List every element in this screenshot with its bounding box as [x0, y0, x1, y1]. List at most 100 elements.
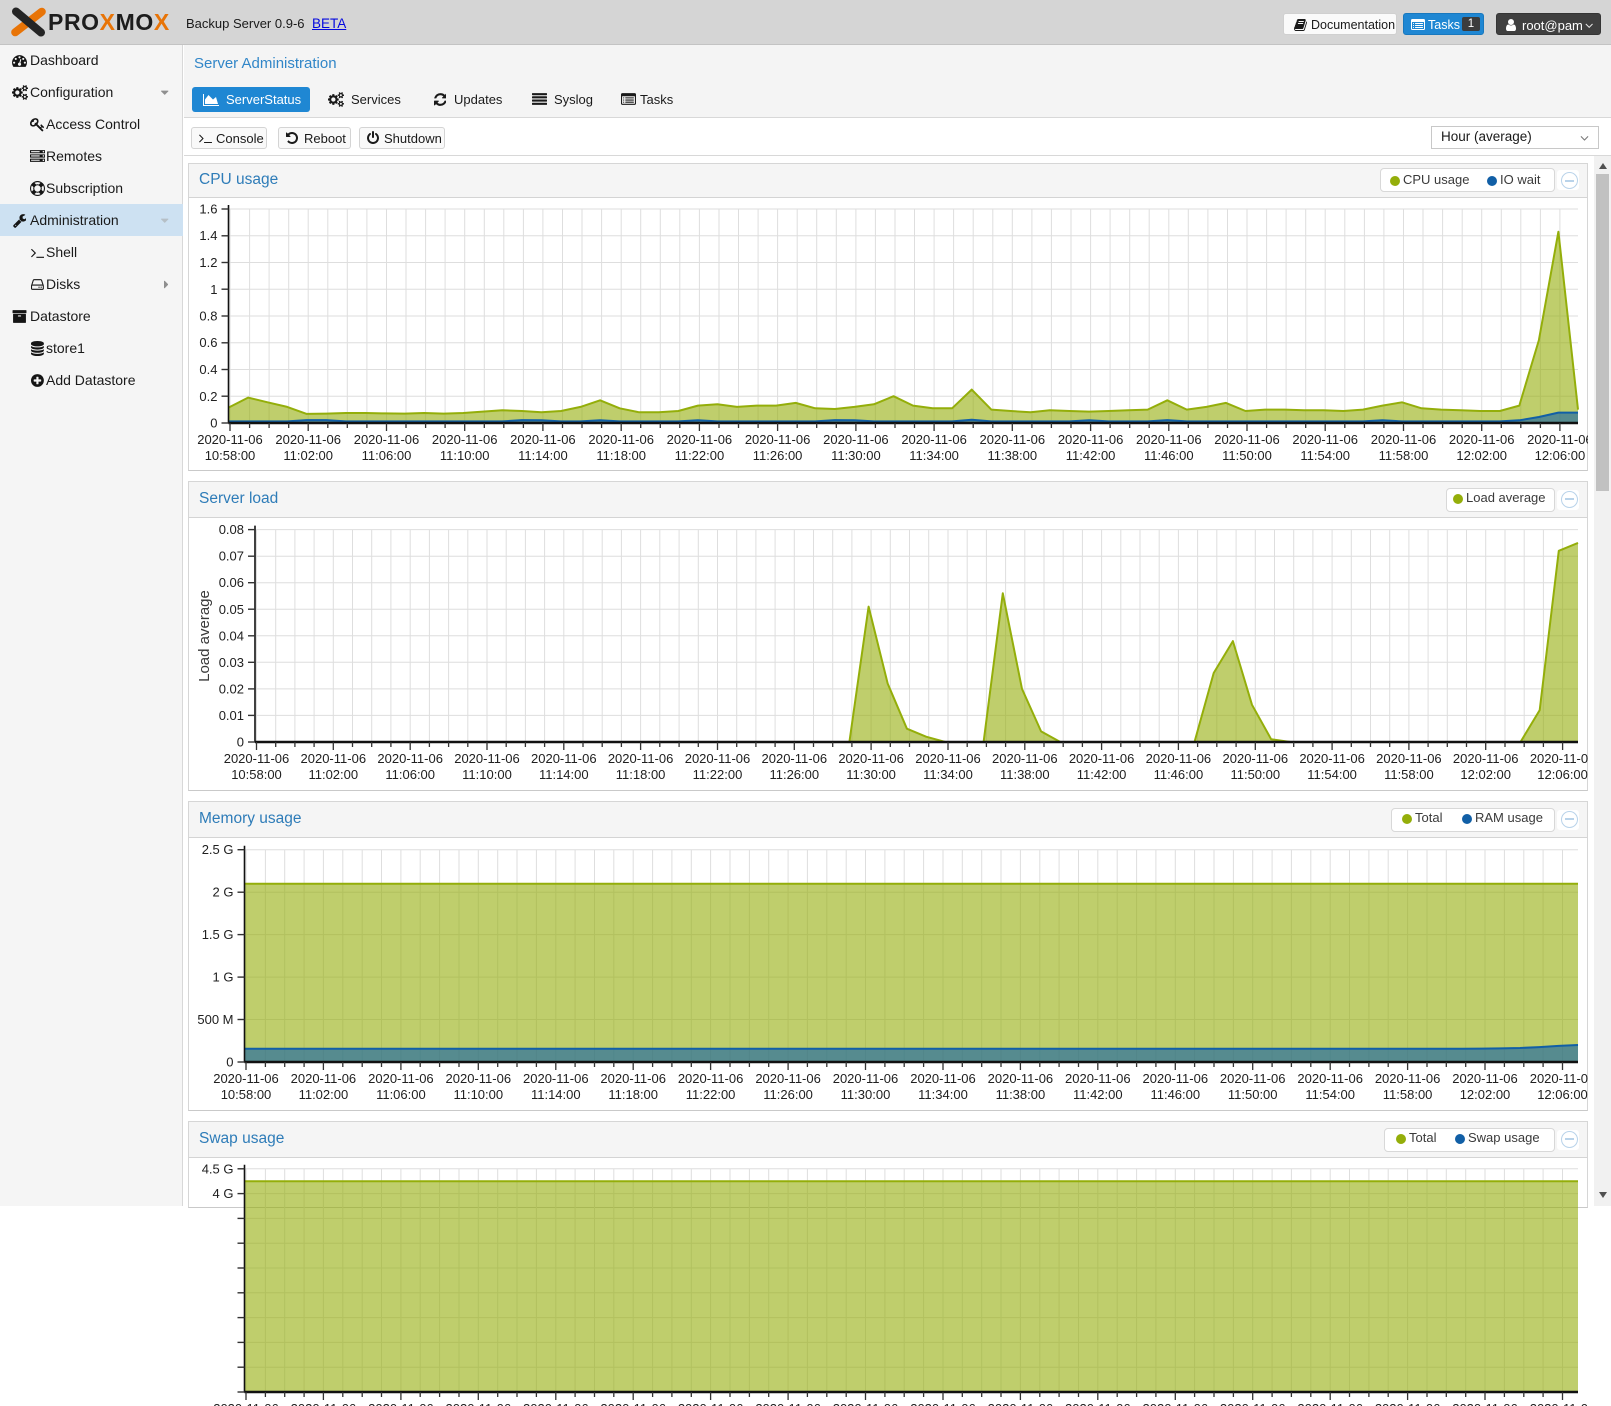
- svg-text:0.08: 0.08: [219, 522, 244, 537]
- svg-text:2020-11-06: 2020-11-06: [762, 751, 828, 766]
- svg-text:11:30:00: 11:30:00: [831, 448, 881, 463]
- svg-text:2020-11-06: 2020-11-06: [678, 1071, 744, 1086]
- svg-text:11:46:00: 11:46:00: [1150, 1087, 1200, 1102]
- svg-text:11:54:00: 11:54:00: [1305, 1087, 1355, 1102]
- svg-text:2020-11-06: 2020-11-06: [1452, 1401, 1518, 1406]
- svg-text:2020-11-06: 2020-11-06: [1530, 1401, 1588, 1406]
- svg-text:2020-11-06: 2020-11-06: [910, 1401, 976, 1406]
- svg-text:0.8: 0.8: [199, 309, 217, 324]
- svg-text:11:54:00: 11:54:00: [1307, 767, 1357, 782]
- svg-text:1.2: 1.2: [199, 255, 217, 270]
- svg-text:11:02:00: 11:02:00: [308, 767, 358, 782]
- svg-text:11:34:00: 11:34:00: [918, 1087, 968, 1102]
- svg-text:2020-11-06: 2020-11-06: [823, 432, 889, 447]
- svg-text:11:38:00: 11:38:00: [987, 448, 1037, 463]
- svg-text:2020-11-06: 2020-11-06: [600, 1401, 666, 1406]
- svg-text:2020-11-06: 2020-11-06: [755, 1401, 821, 1406]
- svg-text:2020-11-06: 2020-11-06: [1069, 751, 1135, 766]
- svg-text:11:54:00: 11:54:00: [1300, 448, 1350, 463]
- svg-text:2020-11-06: 2020-11-06: [523, 1401, 589, 1406]
- svg-text:2020-11-06: 2020-11-06: [1143, 1071, 1209, 1086]
- svg-text:1 G: 1 G: [213, 970, 234, 985]
- svg-text:2020-11-06: 2020-11-06: [291, 1401, 357, 1406]
- svg-text:1.6: 1.6: [199, 202, 217, 217]
- svg-text:11:30:00: 11:30:00: [841, 1087, 891, 1102]
- svg-text:2020-11-06: 2020-11-06: [368, 1071, 434, 1086]
- svg-text:2020-11-06: 2020-11-06: [588, 432, 654, 447]
- svg-text:2020-11-06: 2020-11-06: [446, 1071, 512, 1086]
- svg-text:2020-11-06: 2020-11-06: [988, 1401, 1054, 1406]
- svg-text:2020-11-06: 2020-11-06: [1292, 432, 1358, 447]
- svg-text:2020-11-06: 2020-11-06: [1449, 432, 1515, 447]
- svg-text:11:46:00: 11:46:00: [1154, 767, 1204, 782]
- svg-text:2020-11-06: 2020-11-06: [454, 751, 520, 766]
- svg-text:2020-11-06: 2020-11-06: [1453, 751, 1519, 766]
- svg-text:2020-11-06: 2020-11-06: [1297, 1071, 1363, 1086]
- svg-text:2020-11-06: 2020-11-06: [446, 1401, 512, 1406]
- svg-text:2020-11-06: 2020-11-06: [1065, 1401, 1131, 1406]
- svg-text:0.2: 0.2: [199, 389, 217, 404]
- svg-text:2020-11-06: 2020-11-06: [1452, 1071, 1518, 1086]
- svg-text:11:18:00: 11:18:00: [616, 767, 666, 782]
- svg-text:2020-11-06: 2020-11-06: [224, 751, 290, 766]
- svg-text:2020-11-06: 2020-11-06: [377, 751, 443, 766]
- svg-text:0.04: 0.04: [219, 628, 244, 643]
- svg-text:2020-11-06: 2020-11-06: [197, 432, 263, 447]
- svg-text:2020-11-06: 2020-11-06: [1223, 751, 1289, 766]
- svg-text:0.03: 0.03: [219, 655, 244, 670]
- svg-text:11:10:00: 11:10:00: [453, 1087, 503, 1102]
- svg-text:11:22:00: 11:22:00: [675, 448, 725, 463]
- svg-text:2020-11-06: 2020-11-06: [685, 751, 751, 766]
- svg-text:0.05: 0.05: [219, 602, 244, 617]
- svg-text:2020-11-06: 2020-11-06: [678, 1401, 744, 1406]
- svg-text:2020-11-06: 2020-11-06: [755, 1071, 821, 1086]
- svg-text:0: 0: [237, 735, 244, 750]
- svg-text:0.07: 0.07: [219, 549, 244, 564]
- svg-text:2020-11-06: 2020-11-06: [833, 1071, 899, 1086]
- svg-text:12:06:00: 12:06:00: [1537, 767, 1588, 782]
- svg-text:11:38:00: 11:38:00: [996, 1087, 1046, 1102]
- svg-text:2020-11-06: 2020-11-06: [1375, 1071, 1441, 1086]
- svg-text:11:02:00: 11:02:00: [283, 448, 333, 463]
- svg-text:11:14:00: 11:14:00: [539, 767, 589, 782]
- svg-text:0.4: 0.4: [199, 362, 217, 377]
- svg-text:11:50:00: 11:50:00: [1222, 448, 1272, 463]
- svg-text:11:58:00: 11:58:00: [1384, 767, 1434, 782]
- svg-text:10:58:00: 10:58:00: [231, 767, 282, 782]
- svg-text:2020-11-06: 2020-11-06: [368, 1401, 434, 1406]
- svg-text:11:34:00: 11:34:00: [909, 448, 959, 463]
- svg-text:2020-11-06: 2020-11-06: [1371, 432, 1437, 447]
- svg-text:2020-11-06: 2020-11-06: [1065, 1071, 1131, 1086]
- svg-text:2020-11-06: 2020-11-06: [1299, 751, 1365, 766]
- svg-text:0.06: 0.06: [219, 575, 244, 590]
- svg-text:11:46:00: 11:46:00: [1144, 448, 1194, 463]
- svg-text:2020-11-06: 2020-11-06: [901, 432, 967, 447]
- svg-text:11:58:00: 11:58:00: [1383, 1087, 1433, 1102]
- svg-text:0: 0: [226, 1055, 233, 1070]
- svg-text:2020-11-06: 2020-11-06: [1527, 432, 1588, 447]
- svg-text:4.5 G: 4.5 G: [202, 1161, 234, 1176]
- svg-text:11:30:00: 11:30:00: [846, 767, 896, 782]
- svg-text:11:06:00: 11:06:00: [376, 1087, 426, 1102]
- svg-text:11:50:00: 11:50:00: [1228, 1087, 1278, 1102]
- svg-text:Load average: Load average: [196, 590, 213, 682]
- svg-text:2020-11-06: 2020-11-06: [915, 751, 981, 766]
- svg-text:2020-11-06: 2020-11-06: [988, 1071, 1054, 1086]
- svg-text:12:02:00: 12:02:00: [1460, 1087, 1511, 1102]
- svg-text:11:42:00: 11:42:00: [1073, 1087, 1123, 1102]
- svg-text:2020-11-06: 2020-11-06: [291, 1071, 357, 1086]
- svg-text:11:22:00: 11:22:00: [693, 767, 743, 782]
- svg-text:2020-11-06: 2020-11-06: [833, 1401, 899, 1406]
- svg-text:2020-11-06: 2020-11-06: [213, 1071, 279, 1086]
- svg-text:11:14:00: 11:14:00: [518, 448, 568, 463]
- svg-text:11:58:00: 11:58:00: [1379, 448, 1429, 463]
- svg-text:2020-11-06: 2020-11-06: [275, 432, 341, 447]
- svg-text:2020-11-06: 2020-11-06: [523, 1071, 589, 1086]
- svg-text:11:26:00: 11:26:00: [763, 1087, 813, 1102]
- svg-text:11:26:00: 11:26:00: [769, 767, 819, 782]
- svg-text:11:14:00: 11:14:00: [531, 1087, 581, 1102]
- svg-text:2020-11-06: 2020-11-06: [1146, 751, 1212, 766]
- svg-text:2020-11-06: 2020-11-06: [1376, 751, 1442, 766]
- svg-text:2020-11-06: 2020-11-06: [667, 432, 733, 447]
- svg-text:0.01: 0.01: [219, 708, 244, 723]
